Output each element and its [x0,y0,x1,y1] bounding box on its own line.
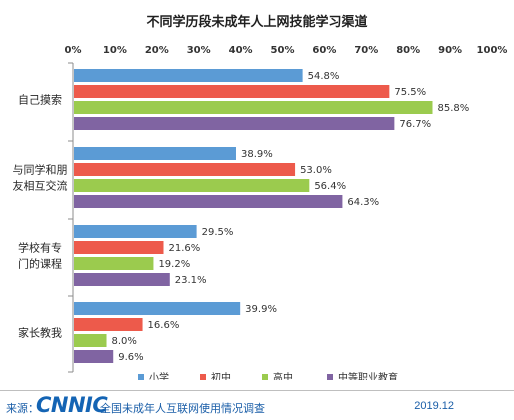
bar [74,117,395,130]
legend-swatch [262,374,268,380]
legend-label: 高中 [273,371,293,380]
category-label: 学校有专 [18,241,62,255]
x-tick-label: 90% [438,45,462,56]
x-tick-label: 60% [312,45,336,56]
x-tick-label: 30% [187,45,211,56]
data-label: 23.1% [175,275,207,286]
bar [74,85,390,98]
data-label: 21.6% [169,243,201,254]
data-label: 8.0% [112,336,137,347]
data-label: 38.9% [241,149,273,160]
bar [74,302,241,315]
data-label: 19.2% [158,259,190,270]
data-label: 75.5% [394,87,426,98]
legend-label: 初中 [211,371,231,380]
bar [74,318,143,331]
data-label: 53.0% [300,165,332,176]
x-tick-label: 70% [354,45,378,56]
data-label: 85.8% [438,103,470,114]
source-label: 来源： [6,403,39,415]
bar [74,273,170,286]
bar [74,241,164,254]
category-label: 与同学和朋 [13,163,68,177]
chart-title: 不同学历段未成年人上网技能学习渠道 [146,14,367,30]
legend-label: 中等职业教育 [338,371,398,380]
x-tick-label: 100% [477,45,508,56]
data-label: 76.7% [399,119,431,130]
x-tick-label: 0% [65,45,82,56]
data-label: 54.8% [308,71,340,82]
category-label: 门的课程 [18,257,62,271]
data-label: 64.3% [347,197,379,208]
x-tick-label: 40% [229,45,253,56]
data-label: 29.5% [202,227,234,238]
bar [74,179,310,192]
x-tick-label: 20% [145,45,169,56]
bar [74,147,236,160]
bar [74,195,343,208]
legend-label: 小学 [149,371,169,380]
bar [74,69,303,82]
chart: 不同学历段未成年人上网技能学习渠道 0% 10% 20% 30% 40% 50% 60% 70%… [13,14,508,380]
footer: 来源： CNNIC 全国未成年人互联网使用情况调查 2019.12 [0,390,514,420]
bar [74,225,197,238]
category-label: 友相互交流 [13,179,68,193]
bar [74,101,433,114]
x-tick-label: 80% [396,45,420,56]
data-label: 56.4% [314,181,346,192]
legend-swatch [327,374,333,380]
cnnic-logo: CNNIC [36,393,108,417]
bar [74,163,296,176]
source-name: 全国未成年人互联网使用情况调查 [100,403,265,415]
bar [74,257,154,270]
bar [74,334,107,347]
category-label: 自己摸索 [18,93,62,107]
category-label: 家长教我 [18,326,62,340]
data-label: 39.9% [245,304,277,315]
x-tick-label: 10% [103,45,127,56]
data-label: 9.6% [118,352,143,363]
legend-swatch [138,374,144,380]
legend-swatch [200,374,206,380]
data-label: 16.6% [148,320,180,331]
x-tick-label: 50% [271,45,295,56]
source-date: 2019.12 [414,400,454,412]
bar [74,350,114,363]
